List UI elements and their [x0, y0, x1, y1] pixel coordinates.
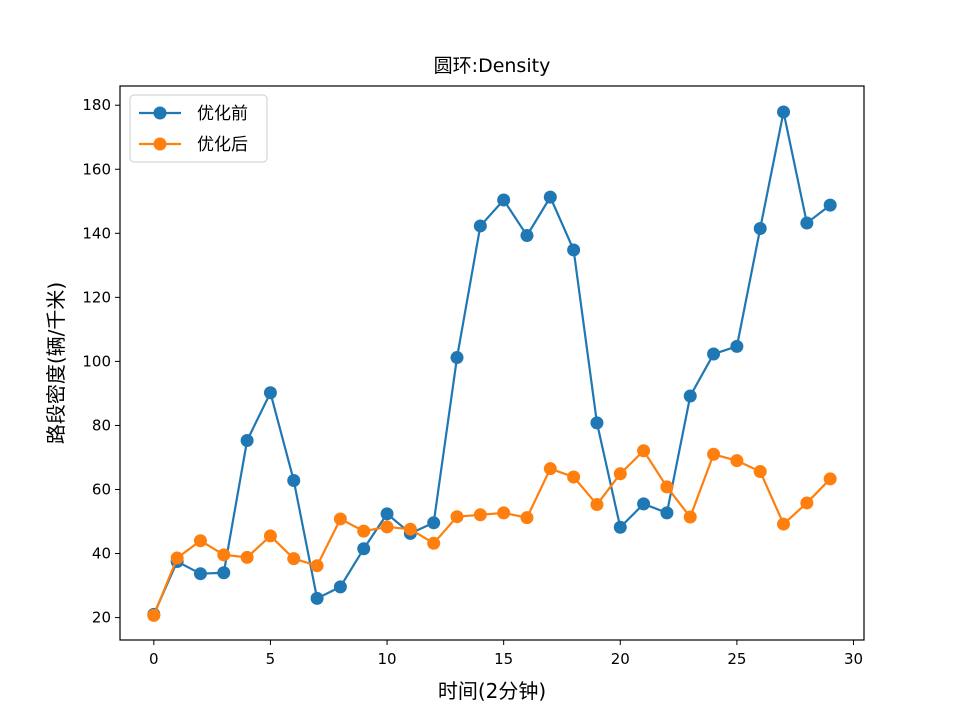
data-point-series-0	[590, 416, 604, 430]
x-tick-label: 5	[266, 650, 276, 668]
data-point-series-0	[753, 222, 767, 236]
data-point-series-0	[240, 433, 254, 447]
data-point-series-0	[287, 474, 301, 488]
data-point-series-1	[730, 454, 744, 468]
data-point-series-0	[193, 567, 207, 581]
series-layer	[147, 105, 837, 622]
data-point-series-0	[217, 566, 231, 580]
data-point-series-0	[800, 216, 814, 230]
x-tick-label: 20	[611, 650, 630, 668]
data-point-series-1	[753, 465, 767, 479]
data-point-series-1	[380, 520, 394, 534]
x-tick-label: 30	[844, 650, 863, 668]
data-point-series-1	[660, 480, 674, 494]
y-tick-label: 40	[92, 545, 111, 563]
data-point-series-1	[217, 548, 231, 562]
data-point-series-1	[683, 510, 697, 524]
legend-label-0: 优化前	[197, 104, 248, 124]
data-point-series-1	[590, 498, 604, 512]
legend-label-1: 优化后	[197, 135, 248, 155]
data-point-series-1	[800, 496, 814, 510]
y-tick-label: 80	[92, 416, 111, 434]
x-tick-label: 0	[149, 650, 159, 668]
chart-title: 圆环:Density	[434, 55, 551, 77]
data-point-series-0	[427, 516, 441, 530]
data-point-series-0	[823, 198, 837, 212]
data-point-series-1	[450, 510, 464, 524]
y-tick-label: 140	[82, 224, 111, 242]
data-point-series-0	[263, 386, 277, 400]
y-tick-label: 180	[82, 96, 111, 114]
data-point-series-0	[310, 591, 324, 605]
series-line-0	[152, 110, 831, 615]
data-point-series-1	[707, 447, 721, 461]
data-point-series-0	[380, 507, 394, 521]
data-point-series-1	[357, 524, 371, 538]
data-point-series-0	[777, 105, 791, 119]
data-point-series-1	[777, 517, 791, 531]
data-point-series-1	[403, 522, 417, 536]
data-point-series-0	[543, 190, 557, 204]
plot-frame	[119, 85, 865, 641]
data-point-series-0	[707, 347, 721, 361]
data-point-series-1	[240, 550, 254, 564]
data-point-series-1	[170, 551, 184, 565]
y-tick-label: 60	[92, 480, 111, 498]
y-tick-label: 160	[82, 160, 111, 178]
data-point-series-1	[427, 536, 441, 550]
data-point-series-0	[497, 193, 511, 207]
data-point-series-0	[637, 497, 651, 511]
legend-marker-0	[153, 106, 167, 120]
x-axis: 0 5 10 15 20 25 30	[149, 640, 863, 668]
data-point-series-1	[567, 470, 581, 484]
x-axis-label: 时间(2分钟)	[438, 679, 546, 703]
data-point-series-1	[823, 472, 837, 486]
data-point-series-0	[357, 542, 371, 556]
data-point-series-0	[333, 580, 347, 594]
data-point-series-1	[287, 552, 301, 566]
data-point-series-1	[147, 608, 161, 622]
data-point-series-1	[473, 508, 487, 522]
data-point-series-1	[333, 512, 347, 526]
y-axis: 20 40 60 80 100 120 140 160 180	[82, 96, 120, 627]
y-tick-label: 120	[82, 288, 111, 306]
data-point-series-1	[613, 467, 627, 481]
data-point-series-0	[683, 389, 697, 403]
x-tick-label: 10	[378, 650, 397, 668]
y-tick-label: 100	[82, 352, 111, 370]
data-point-series-1	[263, 529, 277, 543]
legend: 优化前 优化后	[129, 94, 268, 163]
data-point-series-0	[730, 339, 744, 353]
data-point-series-0	[450, 351, 464, 365]
data-point-series-0	[520, 229, 534, 243]
data-point-series-0	[660, 506, 674, 520]
y-tick-label: 20	[92, 609, 111, 627]
data-point-series-1	[310, 559, 324, 573]
data-point-series-0	[613, 520, 627, 534]
data-point-series-1	[637, 444, 651, 458]
y-axis-label: 路段密度(辆/千米)	[44, 282, 68, 444]
data-point-series-1	[543, 462, 557, 476]
data-point-series-1	[193, 534, 207, 548]
x-tick-label: 25	[727, 650, 746, 668]
x-tick-label: 15	[494, 650, 513, 668]
data-point-series-1	[497, 506, 511, 520]
data-point-series-0	[473, 219, 487, 233]
data-point-series-1	[520, 511, 534, 525]
legend-marker-1	[153, 137, 167, 151]
series-line-1	[152, 449, 831, 616]
data-point-series-0	[567, 243, 581, 257]
